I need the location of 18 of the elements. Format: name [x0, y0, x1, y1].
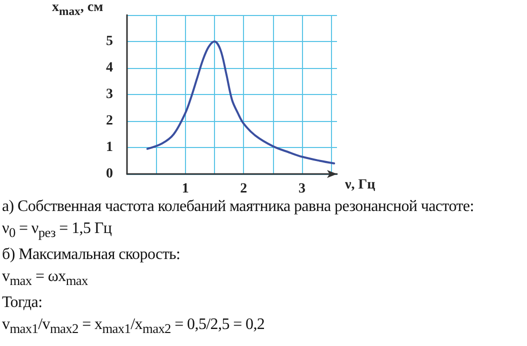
x-axis-title: ν, Гц — [344, 178, 376, 192]
y-tick-label: 5 — [106, 34, 113, 49]
text: ν$_{0}$ = ν$_{рез}$ = 1,5 Гц — [2, 219, 113, 242]
x-tick-label: 3 — [298, 182, 306, 196]
y-tick-label: 4 — [106, 60, 113, 76]
text: v$_{max1}$/v$_{max2}$ = x$_{max1}$/x$_{max2}$ = 0,5/2,5 = 0,2 — [2, 316, 265, 337]
y-axis-title: x$_{max}$, см — [52, 0, 104, 18]
y-tick-label: 1 — [106, 140, 113, 155]
x-tick-label: 1 — [182, 182, 189, 196]
y-tick-label: 0 — [106, 166, 113, 182]
y-tick-label: 3 — [106, 87, 113, 102]
text: б) Максимальная скорость: — [2, 245, 182, 266]
text: а) Собственная частота колебаний маятника равна резонансной частоте: — [2, 197, 474, 217]
y-tick-label: 2 — [106, 114, 113, 128]
text: Тогда: — [2, 293, 44, 314]
text: v$_{max}$ = ωx$_{max}$ — [2, 267, 89, 290]
line-series — [146, 40, 336, 164]
x-tick-label: 2 — [240, 182, 248, 196]
